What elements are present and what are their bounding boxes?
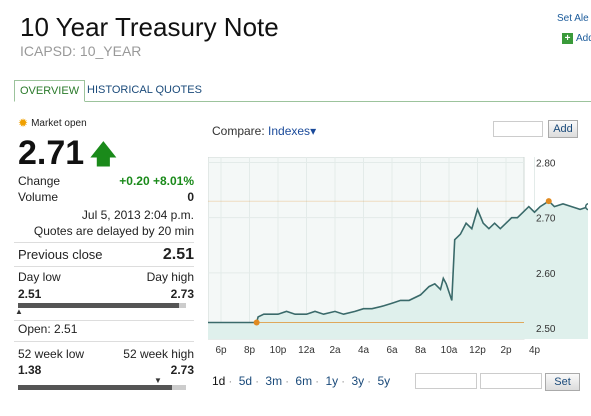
line-layer	[208, 198, 588, 326]
week52-labels: 52 week low 52 week high	[18, 347, 194, 361]
day-range-labels: Day low Day high	[18, 270, 194, 284]
day-range-bar-rest	[179, 303, 186, 308]
x-tick-label: 6p	[215, 345, 227, 356]
previous-close-value: 2.51	[162, 246, 194, 263]
x-tick-label: 10p	[270, 345, 287, 356]
last-price-marker	[584, 202, 588, 211]
week52-marker-icon: ▼	[154, 376, 162, 385]
x-axis-labels: 6p 8p 10p 12a 2a 4a 6a 8a 10a 12p 2p 4p	[215, 345, 540, 356]
day-high-value: 2.73	[170, 287, 194, 301]
range-3y[interactable]: 3y	[351, 374, 365, 388]
day-low-marker	[253, 319, 260, 326]
day-high-marker	[545, 198, 552, 205]
range-5d[interactable]: 5d	[238, 374, 253, 388]
range-3m[interactable]: 3m	[265, 374, 283, 388]
week52-values: 1.38 2.73	[18, 363, 194, 377]
change-label: Change	[18, 174, 61, 188]
week52-range-bar-rest	[172, 385, 186, 390]
x-tick-label: 2a	[329, 345, 341, 356]
x-tick-label: 4a	[358, 345, 370, 356]
compare-dropdown-label: Indexes	[268, 124, 311, 138]
divider	[14, 320, 194, 321]
divider	[14, 266, 194, 267]
range-1y[interactable]: 1y	[325, 374, 339, 388]
day-range-values: 2.51 2.73	[18, 287, 194, 301]
open-text: Open: 2.51	[18, 322, 78, 336]
plus-icon: +	[562, 33, 573, 44]
x-tick-label: 2p	[500, 345, 512, 356]
x-tick-label: 8p	[244, 345, 256, 356]
set-range-button[interactable]: Set	[545, 373, 580, 391]
change-row: Change +0.20 +8.01%	[18, 174, 194, 188]
x-tick-label: 10a	[441, 345, 458, 356]
range-6m[interactable]: 6m	[295, 374, 313, 388]
open-row: Open: 2.51	[18, 322, 194, 336]
x-tick-label: 6a	[386, 345, 398, 356]
week52-range-bar	[18, 385, 186, 390]
start-date-input[interactable]	[415, 373, 477, 389]
sun-icon: ✹	[18, 116, 29, 130]
week52-high-label: 52 week high	[123, 347, 194, 361]
divider	[14, 341, 194, 342]
add-to-watchlist-button[interactable]: + Add	[562, 33, 591, 44]
day-high-label: Day high	[146, 270, 194, 284]
delay-note: Quotes are delayed by 20 min	[33, 224, 194, 238]
set-alert-link[interactable]: Set Ale	[557, 13, 589, 24]
end-date-input[interactable]	[480, 373, 542, 389]
last-price: 2.71	[18, 134, 85, 172]
compare-label: Compare:	[212, 124, 265, 138]
previous-close-label: Previous close	[18, 247, 103, 262]
change-value: +0.20 +8.01%	[119, 174, 194, 188]
volume-label: Volume	[18, 190, 59, 204]
day-low-value: 2.51	[18, 287, 42, 301]
day-range-bar	[18, 303, 186, 308]
y-tick-label: 2.50	[536, 324, 556, 335]
volume-row: Volume 0	[18, 190, 194, 204]
range-1d[interactable]: 1d	[212, 374, 226, 388]
y-tick-label: 2.60	[536, 269, 556, 280]
tab-overview[interactable]: OVERVIEW	[14, 80, 86, 102]
market-status: ✹ Market open	[18, 116, 87, 130]
y-tick-label: 2.70	[536, 214, 556, 225]
divider	[14, 242, 194, 243]
x-tick-label: 12a	[298, 345, 315, 356]
add-label: Add	[576, 33, 591, 44]
timestamp: Jul 5, 2013 2:04 p.m.	[81, 208, 194, 222]
compare-symbol-input[interactable]	[493, 121, 543, 137]
symbol-label: ICAPSD: 10_YEAR	[20, 43, 142, 59]
volume-value: 0	[187, 190, 194, 204]
range-selector: 1d · 5d · 3m · 6m · 1y · 3y · 5y	[212, 374, 391, 388]
price-area	[208, 201, 588, 339]
area-layer	[208, 201, 588, 339]
previous-close-row: Previous close 2.51	[18, 246, 194, 264]
week52-low-label: 52 week low	[18, 347, 85, 361]
week52-high-value: 2.73	[170, 363, 194, 377]
arrow-up-icon: 🡅	[90, 139, 117, 169]
x-tick-label: 4p	[529, 345, 541, 356]
y-axis-labels: 2.80 2.70 2.60 2.50	[536, 159, 556, 335]
compare-dropdown[interactable]: Indexes▾	[268, 124, 316, 138]
tab-bar: OVERVIEW HISTORICAL QUOTES	[14, 80, 591, 102]
tab-historical-quotes[interactable]: HISTORICAL QUOTES	[87, 84, 202, 96]
x-tick-label: 12p	[469, 345, 486, 356]
reference-lines	[208, 200, 524, 323]
market-status-label: Market open	[31, 117, 87, 129]
range-5y[interactable]: 5y	[377, 374, 391, 388]
x-tick-label: 8a	[415, 345, 427, 356]
week52-low-value: 1.38	[18, 363, 42, 377]
day-range-marker-icon: ▲	[15, 307, 23, 316]
compare-add-button[interactable]: Add	[548, 120, 578, 138]
price-chart: 2.80 2.70 2.60 2.50 6p 8p 10p 12a 2a 4a 6a 8a 10a 12…	[208, 157, 588, 356]
y-tick-label: 2.80	[536, 159, 556, 170]
compare-control: Compare: Indexes▾	[212, 124, 316, 138]
day-low-label: Day low	[18, 270, 61, 284]
price-line	[208, 200, 588, 324]
page-title: 10 Year Treasury Note	[20, 12, 279, 42]
caret-down-icon: ▾	[310, 124, 317, 138]
